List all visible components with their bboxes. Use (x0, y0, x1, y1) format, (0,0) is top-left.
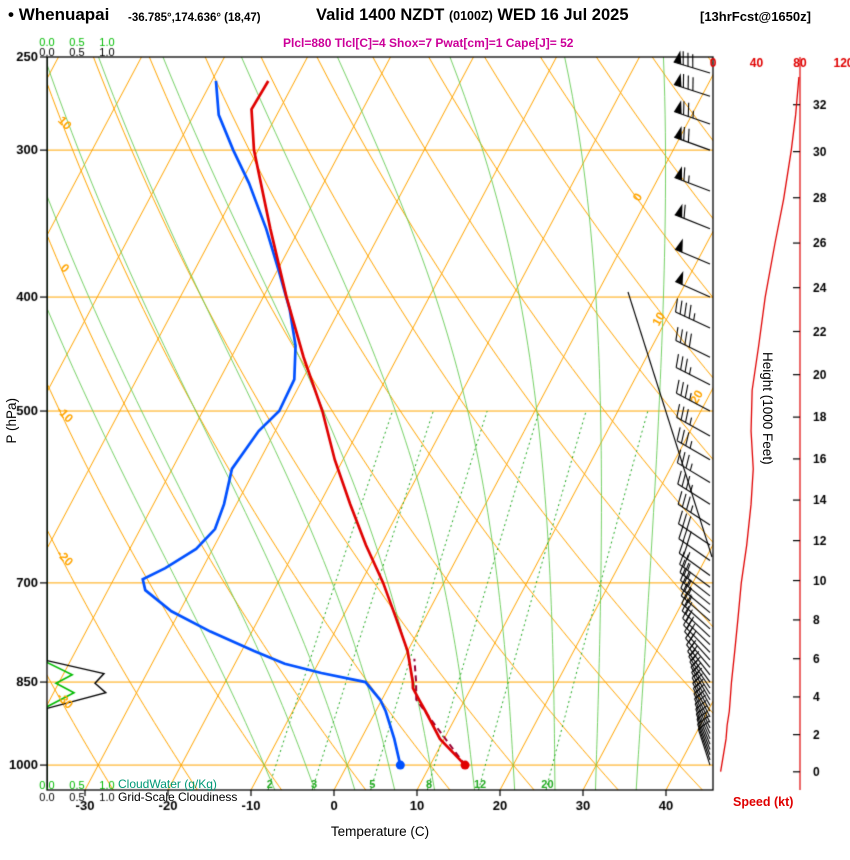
pressure-axis-title: P (hPa) (4, 398, 19, 444)
valid-time-title: Valid 1400 NZDT (0100Z) WED 16 Jul 2025 (316, 6, 629, 25)
speed-axis-title: Speed (kt) (733, 795, 794, 809)
valid-prefix: Valid 1400 NZDT (316, 6, 445, 24)
valid-utc: (0100Z) (448, 9, 493, 23)
station-title: • Whenuapai (8, 5, 109, 25)
height-axis-title: Height (1000 Feet) (760, 352, 775, 465)
cloudwater-legend-label: CloudWater (g/Kg) (118, 777, 217, 791)
sounding-parameters: Plcl=880 Tlcl[C]=4 Shox=7 Pwat[cm]=1 Cap… (283, 36, 574, 50)
station-bullet-icon: • (8, 5, 14, 24)
valid-date: WED 16 Jul 2025 (497, 6, 629, 24)
temperature-axis-title: Temperature (C) (330, 824, 430, 839)
cloudiness-legend-label: Grid-Scale Cloudiness (118, 790, 238, 804)
forecast-info: [13hrFcst@1650z] (700, 9, 811, 24)
station-coords: -36.785°,174.636° (18,47) (128, 12, 261, 24)
station-name: Whenuapai (18, 5, 110, 24)
